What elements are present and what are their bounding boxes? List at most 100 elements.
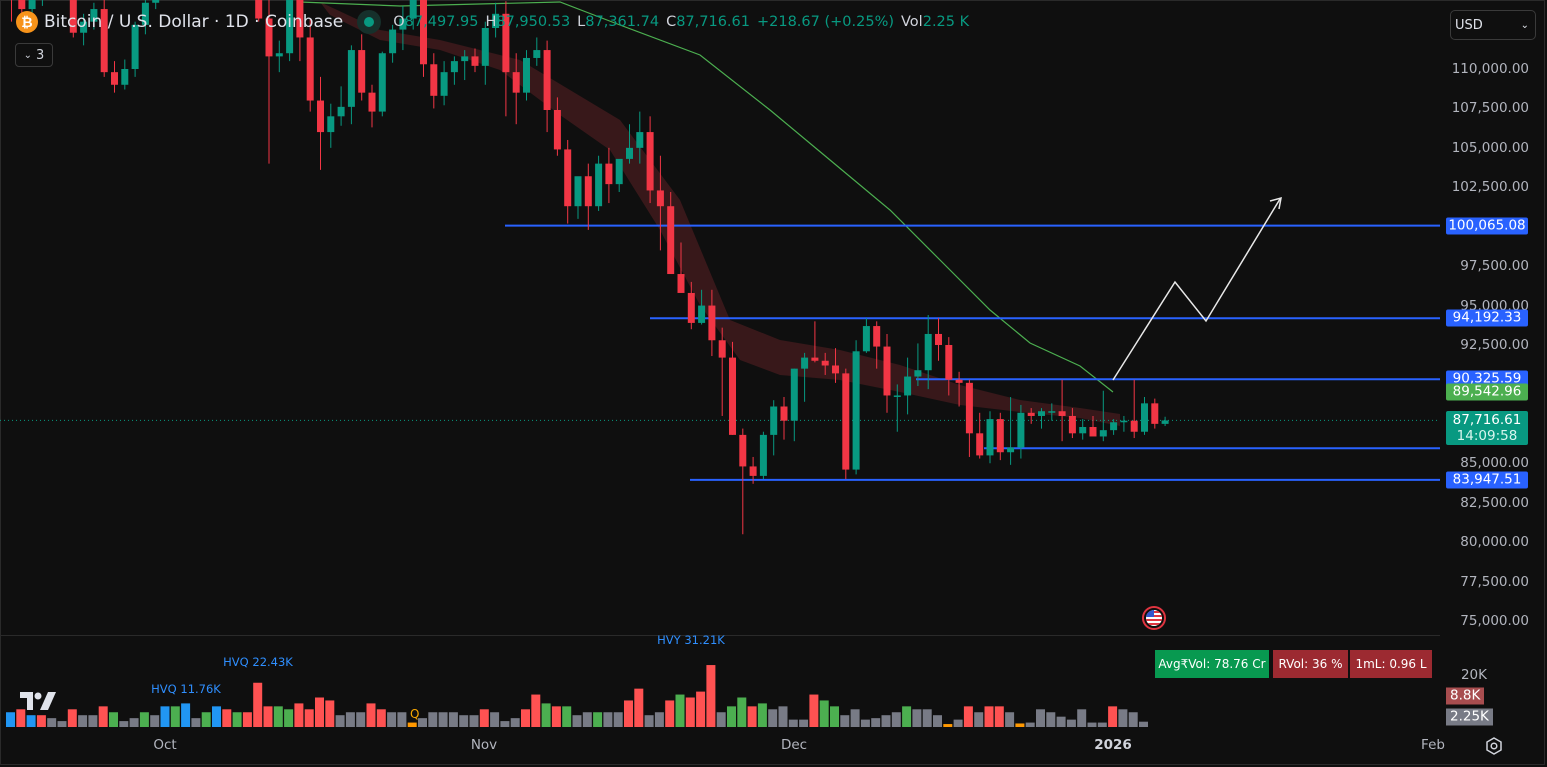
volume-bar — [510, 718, 520, 727]
volume-bar — [624, 700, 633, 727]
candle — [1099, 430, 1107, 437]
us-flag-event-icon[interactable] — [1142, 606, 1166, 630]
volume-bar — [860, 719, 870, 727]
time-tick: Feb — [1421, 737, 1445, 753]
candle — [378, 53, 386, 112]
candle — [770, 406, 778, 435]
price-tick: 105,000.00 — [1451, 139, 1529, 156]
candle — [1007, 447, 1015, 453]
indicators-toggle-button[interactable]: ⌄ 3 — [15, 43, 53, 67]
candle — [1038, 411, 1045, 416]
volume-bar — [1036, 709, 1045, 727]
volume-bar — [181, 703, 191, 727]
tradingview-logo[interactable] — [18, 690, 58, 712]
volume-bar — [284, 709, 294, 727]
candle — [976, 433, 984, 456]
candle — [646, 132, 654, 191]
candle — [883, 346, 891, 396]
volume-bar — [933, 715, 942, 727]
candle — [986, 419, 994, 456]
symbol-title[interactable]: Bitcoin / U.S. Dollar · 1D · Coinbase — [44, 12, 344, 32]
candle — [1058, 411, 1066, 416]
pane-divider[interactable] — [0, 635, 1440, 636]
volume-bar — [572, 715, 582, 727]
projection-arrow[interactable] — [1112, 196, 1282, 381]
time-tick: Dec — [780, 737, 808, 753]
candle — [389, 29, 397, 54]
price-tick: 77,500.00 — [1460, 573, 1529, 590]
volume-tag: 8.8K — [1446, 687, 1485, 705]
price-tick: 80,000.00 — [1460, 534, 1529, 551]
volume-bar — [325, 700, 335, 727]
volume-bar — [1015, 723, 1025, 727]
volume-bar — [263, 706, 273, 727]
candle — [584, 176, 592, 207]
volume-bar — [963, 706, 973, 727]
candle — [955, 379, 963, 383]
price-tick: 110,000.00 — [1451, 61, 1529, 77]
candle — [1110, 422, 1118, 431]
volume-bar — [716, 712, 726, 727]
candle — [100, 9, 108, 73]
volume-bar — [438, 712, 448, 727]
volume-bar — [397, 712, 407, 727]
volume-bar — [57, 721, 67, 727]
volume-bar — [1066, 719, 1076, 727]
candle — [471, 56, 479, 66]
candle — [801, 357, 809, 369]
candle — [790, 368, 798, 421]
bitcoin-icon: ₿ — [16, 11, 38, 33]
volume-bar — [500, 721, 510, 727]
volume-bar — [727, 706, 736, 727]
volume-bar — [387, 712, 397, 727]
volume-bar — [1077, 709, 1087, 727]
volume-bar — [974, 712, 984, 727]
volume-bars — [6, 665, 1148, 727]
volume-bar — [984, 706, 994, 727]
candle — [450, 61, 458, 73]
volume-bar — [891, 712, 901, 727]
candle — [286, 0, 294, 54]
currency-select[interactable]: USD ⌄ — [1450, 10, 1536, 40]
volume-bar — [757, 703, 767, 727]
candle — [749, 466, 757, 476]
time-tick: 2026 — [1094, 737, 1132, 753]
candle — [18, 0, 26, 10]
candle — [409, 0, 417, 19]
volume-bar — [78, 715, 88, 727]
volume-bar — [737, 697, 747, 727]
high-volume-annotation: HVQ 22.43K — [223, 655, 293, 669]
open-value: 87,497.95 — [404, 14, 479, 30]
candle — [595, 163, 603, 207]
volume-bar — [541, 703, 551, 727]
candle — [852, 351, 860, 470]
price-tick: 82,500.00 — [1460, 494, 1529, 511]
high-volume-annotation: HVQ 11.76K — [151, 682, 221, 696]
volume-bar — [840, 715, 850, 727]
candle — [440, 72, 448, 96]
candle — [893, 395, 901, 397]
avg-vol-badge: Avg₹Vol: 78.76 Cr — [1155, 650, 1269, 678]
volume-bar — [119, 721, 129, 727]
volume-bar — [634, 688, 644, 727]
q-marker[interactable]: Q — [410, 707, 420, 721]
candle — [677, 274, 685, 293]
volume-bar — [242, 712, 252, 727]
volume-bar — [685, 697, 695, 727]
candle — [111, 72, 118, 85]
candle — [347, 50, 355, 107]
horizontal-levels[interactable] — [505, 224, 1440, 481]
last-price-tag: 87,716.61 14:09:58 — [1446, 411, 1528, 446]
settings-gear-icon[interactable] — [1484, 736, 1504, 756]
volume-bar — [675, 694, 685, 727]
candle — [945, 344, 953, 380]
candle — [306, 37, 314, 101]
candle — [337, 106, 345, 117]
rvol-badge: RVol: 36 % — [1273, 650, 1348, 678]
volume-bar — [1087, 722, 1097, 727]
candle — [1151, 403, 1159, 424]
candle — [368, 92, 376, 112]
candle — [327, 116, 335, 133]
volume-bar — [139, 712, 149, 727]
